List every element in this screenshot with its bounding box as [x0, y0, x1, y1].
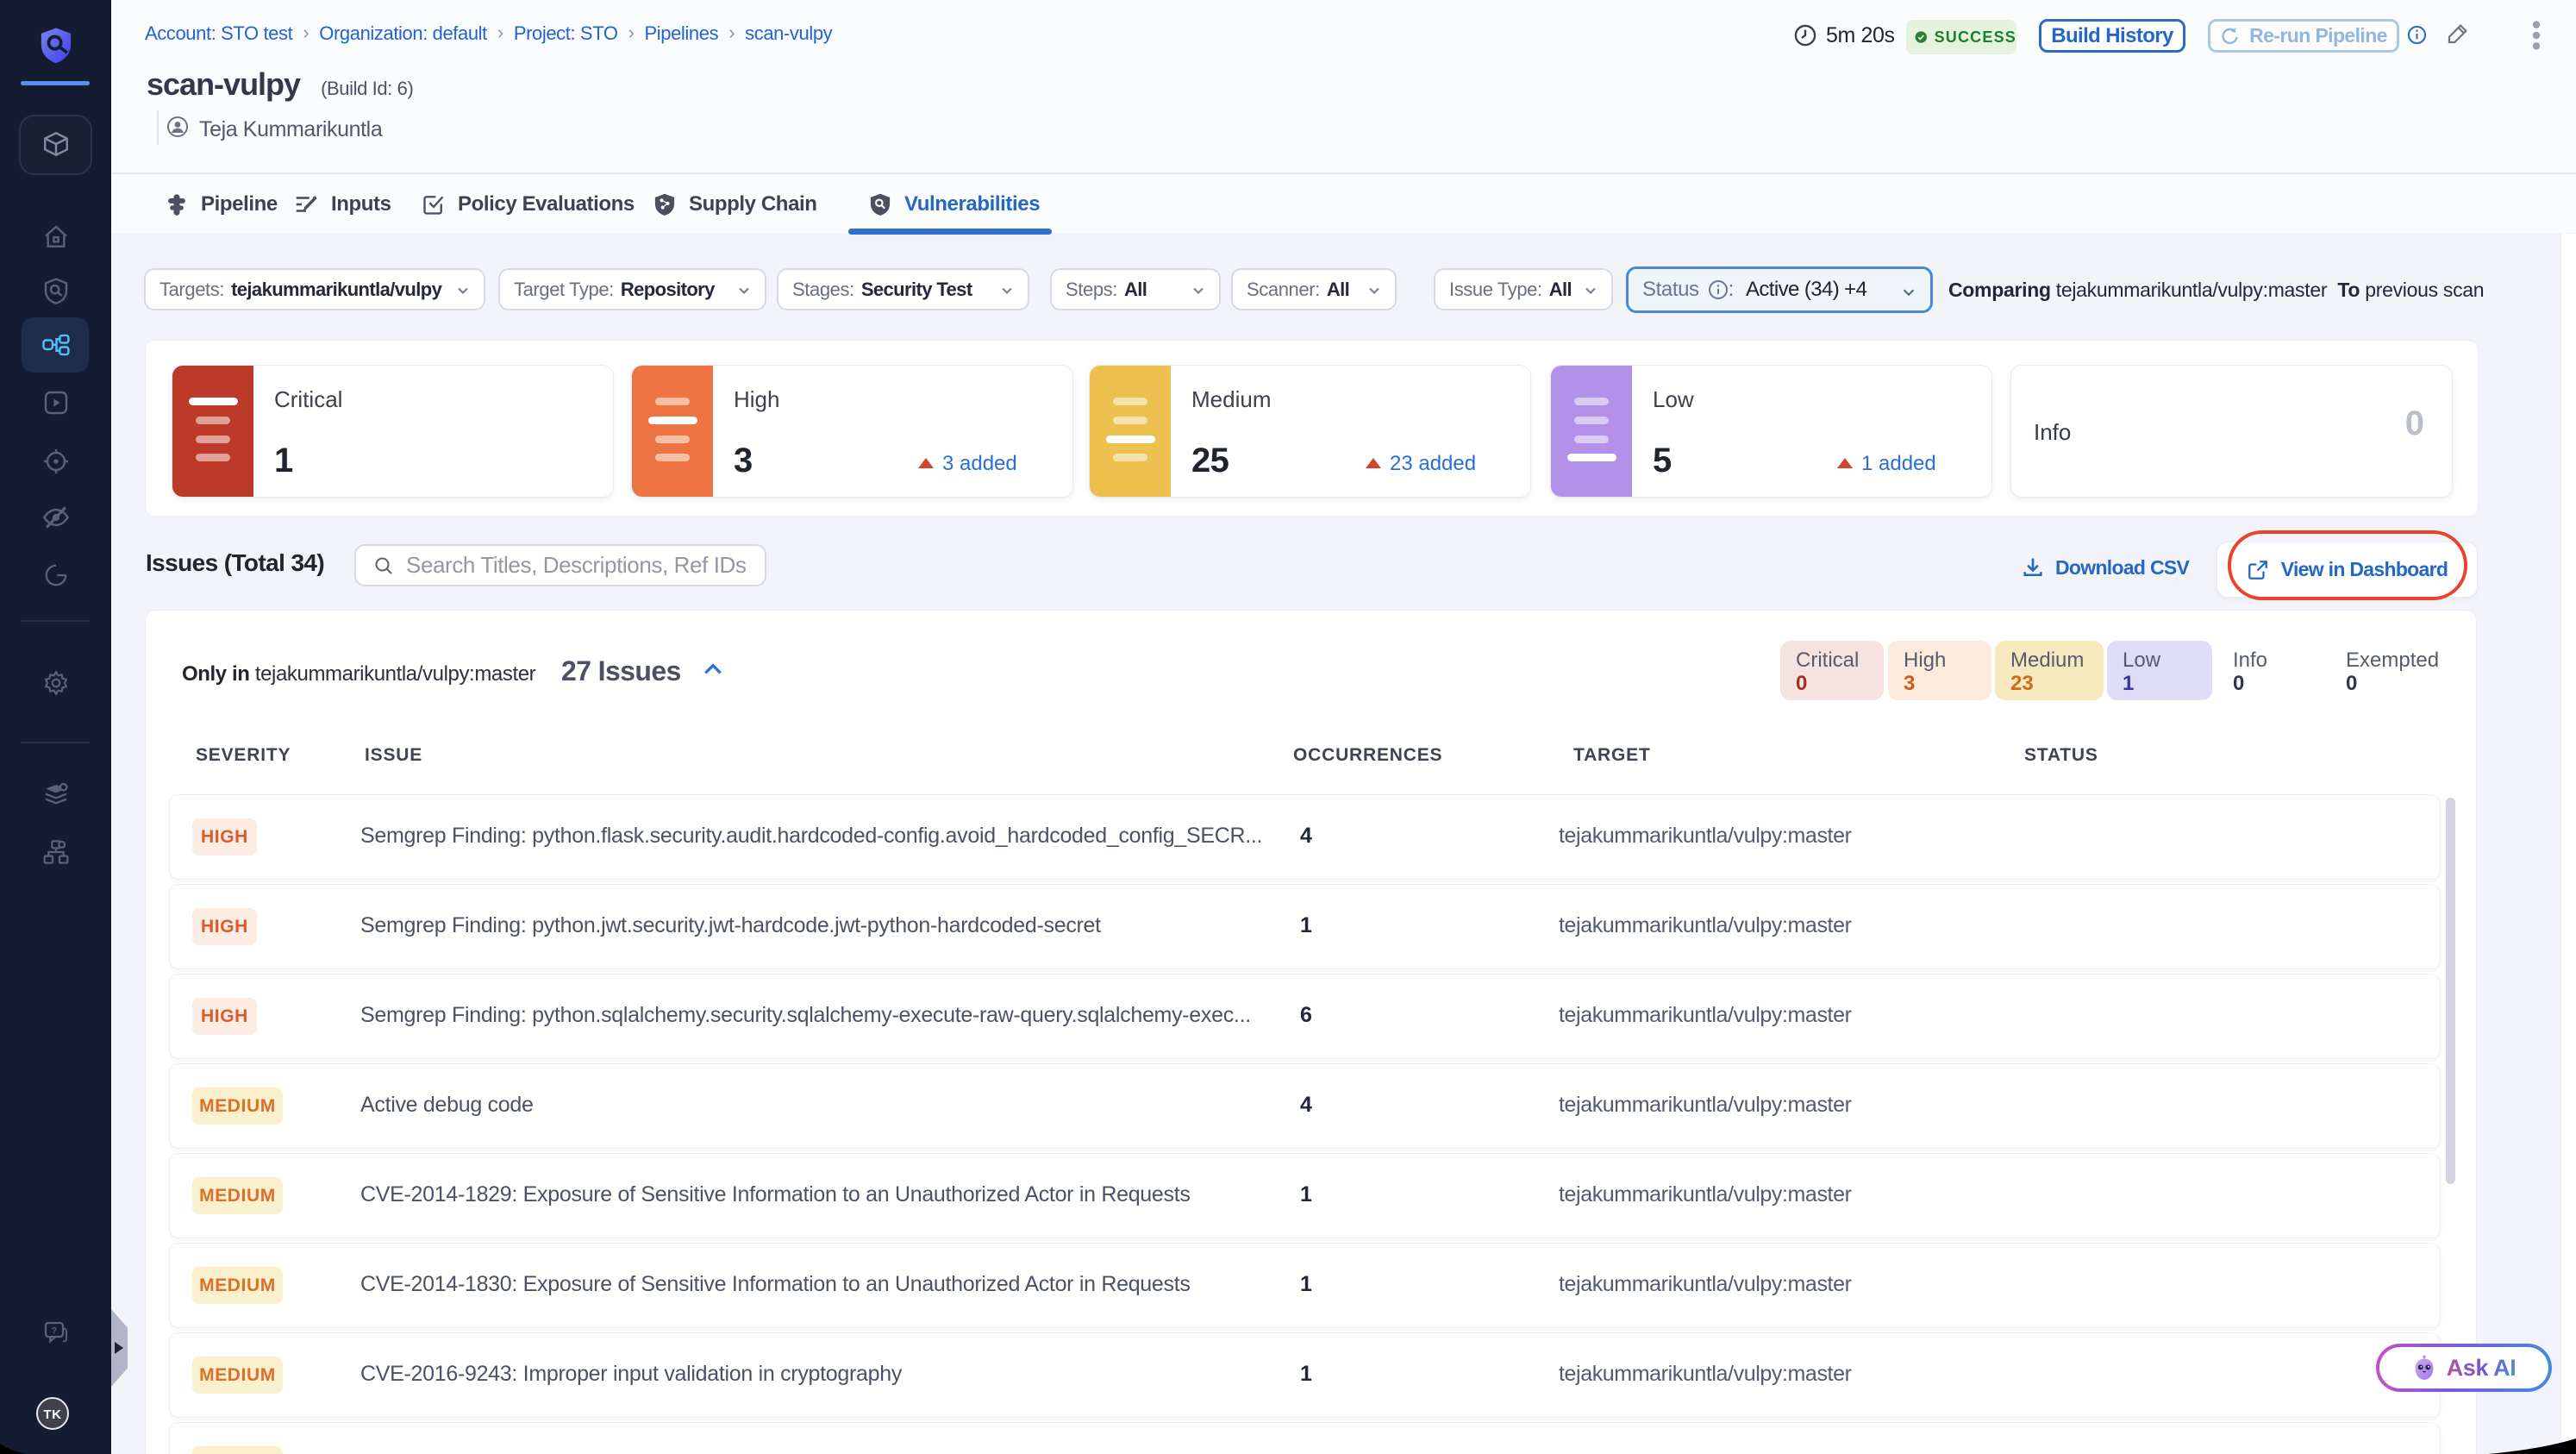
svg-text:?: ? — [51, 1326, 57, 1336]
